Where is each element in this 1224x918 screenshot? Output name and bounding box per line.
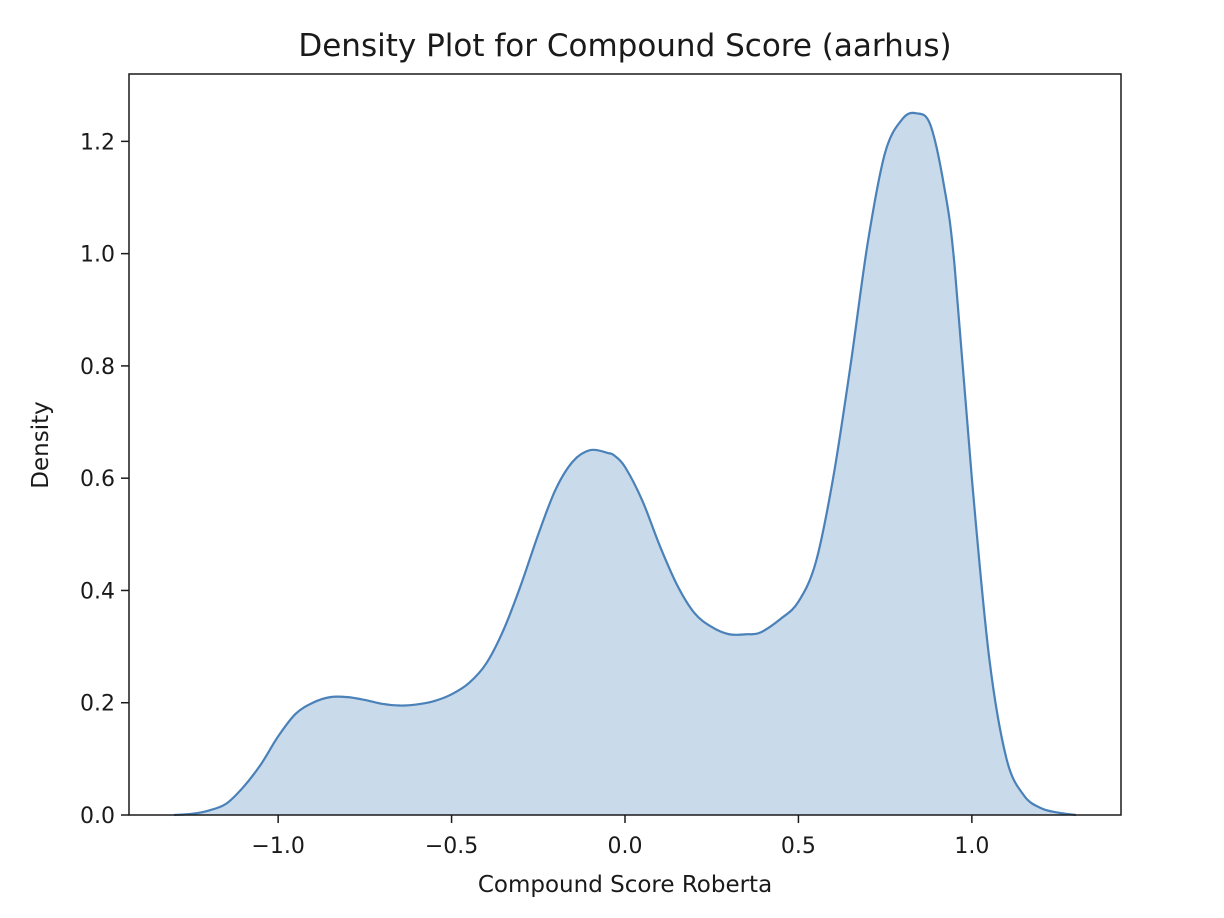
x-axis-label: Compound Score Roberta: [478, 872, 772, 898]
chart-title: Density Plot for Compound Score (aarhus): [298, 28, 951, 64]
x-axis: −1.0 −0.5 0.0 0.5 1.0: [251, 815, 989, 859]
y-tick-label: 0.4: [80, 579, 115, 604]
y-axis-label: Density: [28, 401, 54, 488]
y-tick-label: 1.0: [80, 243, 115, 268]
y-axis: 0.0 0.2 0.4 0.6 0.8 1.0 1.2: [80, 130, 129, 829]
x-tick-label: 0.0: [608, 834, 643, 859]
y-tick-label: 0.6: [80, 467, 115, 492]
x-tick-label: 1.0: [954, 834, 989, 859]
y-tick-label: 0.0: [80, 804, 115, 829]
x-tick-label: −0.5: [425, 834, 478, 859]
y-tick-label: 0.8: [80, 355, 115, 380]
density-line: [174, 111, 1077, 817]
y-tick-label: 1.2: [80, 130, 115, 155]
y-tick-label: 0.2: [80, 692, 115, 717]
plot-frame: [128, 73, 1122, 816]
x-tick-label: 0.5: [781, 834, 816, 859]
x-tick-label: −1.0: [251, 834, 304, 859]
plot-area: [174, 111, 1077, 817]
density-area: [174, 112, 1076, 815]
